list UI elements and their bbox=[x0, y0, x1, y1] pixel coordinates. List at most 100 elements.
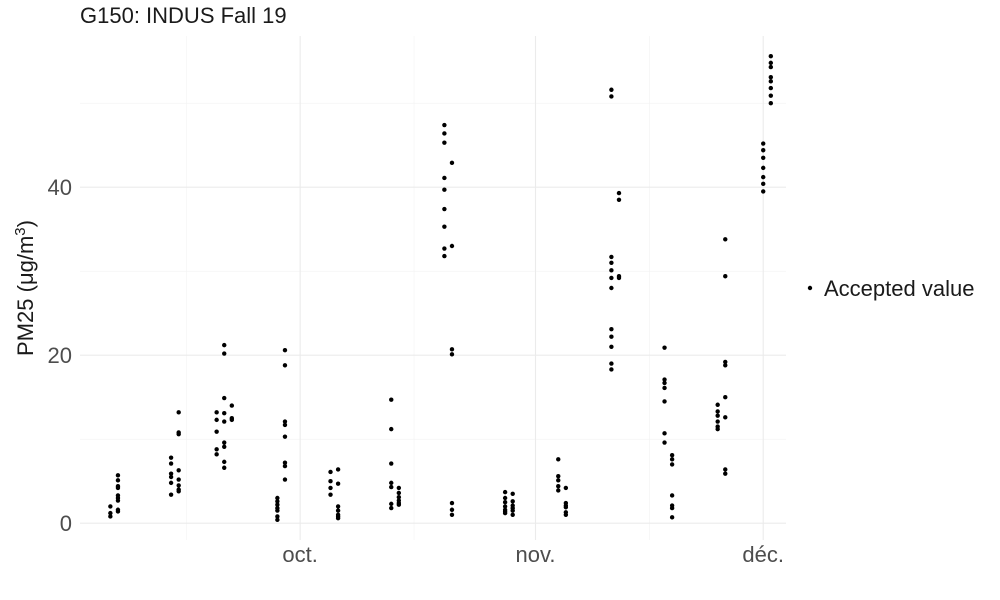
data-point bbox=[389, 426, 394, 432]
data-point bbox=[662, 345, 667, 350]
data-point bbox=[616, 190, 622, 196]
y-tick-label: 40 bbox=[48, 175, 72, 200]
y-axis-label-end: ) bbox=[13, 220, 38, 227]
data-point bbox=[449, 347, 455, 352]
data-point bbox=[669, 457, 675, 462]
data-point bbox=[761, 155, 766, 160]
x-tick-label: oct. bbox=[282, 542, 317, 567]
data-point bbox=[723, 359, 728, 365]
data-point bbox=[449, 507, 455, 512]
legend-key bbox=[807, 285, 813, 291]
data-point bbox=[328, 485, 333, 491]
data-point bbox=[502, 500, 508, 505]
data-point bbox=[510, 512, 515, 517]
data-point bbox=[563, 503, 569, 508]
data-point bbox=[723, 467, 728, 472]
data-point bbox=[108, 510, 113, 516]
data-point bbox=[449, 352, 455, 357]
data-point bbox=[609, 367, 614, 372]
data-point bbox=[609, 334, 614, 339]
data-point bbox=[761, 174, 766, 180]
data-point bbox=[275, 505, 280, 511]
data-point bbox=[115, 478, 121, 483]
data-point bbox=[669, 515, 675, 520]
data-point bbox=[768, 74, 774, 80]
data-point bbox=[510, 491, 515, 496]
data-point bbox=[275, 499, 280, 504]
data-point bbox=[168, 455, 174, 460]
x-tick-label: déc. bbox=[742, 542, 784, 567]
y-axis-ticks: 0 20 40 bbox=[48, 175, 72, 536]
data-point bbox=[335, 514, 341, 519]
data-point bbox=[389, 461, 394, 466]
data-point bbox=[229, 403, 235, 408]
y-axis-label-superscript: 3 bbox=[12, 227, 29, 235]
data-point bbox=[669, 493, 675, 498]
data-point bbox=[502, 489, 508, 495]
data-point bbox=[449, 243, 455, 249]
data-point bbox=[715, 409, 720, 414]
data-point bbox=[222, 351, 227, 356]
data-point bbox=[609, 260, 614, 265]
data-point bbox=[556, 488, 561, 493]
data-point bbox=[609, 344, 614, 349]
data-point bbox=[389, 505, 394, 511]
data-point bbox=[176, 477, 181, 482]
data-point bbox=[723, 274, 728, 279]
data-point bbox=[502, 509, 508, 514]
legend-label: Accepted value bbox=[824, 276, 974, 301]
data-point bbox=[768, 85, 774, 91]
data-point bbox=[616, 275, 622, 281]
data-point bbox=[715, 413, 720, 418]
data-point bbox=[335, 481, 341, 486]
data-point bbox=[449, 512, 455, 517]
data-point bbox=[282, 419, 288, 424]
y-axis-label: PM25 (μg/m3) bbox=[12, 220, 38, 356]
data-point bbox=[768, 60, 774, 66]
data-point bbox=[389, 484, 394, 490]
data-point bbox=[389, 397, 394, 402]
data-point bbox=[442, 246, 447, 251]
data-point bbox=[768, 93, 774, 98]
x-axis-ticks: oct. nov. déc. bbox=[282, 542, 784, 567]
data-point bbox=[563, 485, 569, 491]
data-point bbox=[723, 415, 728, 420]
data-point bbox=[510, 505, 515, 511]
data-point bbox=[222, 465, 227, 470]
data-point bbox=[662, 440, 667, 445]
data-point bbox=[222, 444, 227, 449]
data-point bbox=[510, 499, 515, 504]
data-point bbox=[715, 426, 720, 432]
data-point bbox=[609, 268, 614, 273]
data-point bbox=[761, 165, 766, 171]
data-point bbox=[396, 485, 402, 491]
data-point bbox=[768, 64, 774, 70]
data-point bbox=[761, 181, 766, 187]
data-point bbox=[396, 494, 402, 500]
data-point bbox=[449, 160, 455, 166]
data-point bbox=[108, 514, 113, 519]
data-point bbox=[609, 275, 614, 281]
data-point bbox=[282, 460, 288, 465]
data-point bbox=[442, 175, 447, 181]
data-point bbox=[222, 410, 227, 416]
data-point bbox=[275, 495, 280, 501]
data-point bbox=[222, 342, 227, 348]
data-point bbox=[214, 410, 219, 415]
data-point bbox=[282, 434, 288, 439]
data-point bbox=[396, 500, 402, 506]
data-point bbox=[176, 430, 181, 435]
data-point bbox=[168, 474, 174, 480]
data-point bbox=[229, 417, 235, 423]
data-point bbox=[723, 363, 728, 368]
data-point bbox=[168, 471, 174, 476]
data-point bbox=[662, 431, 667, 436]
data-point bbox=[768, 53, 774, 59]
x-tick-label: nov. bbox=[516, 542, 556, 567]
data-point bbox=[168, 461, 174, 466]
data-point bbox=[282, 477, 288, 482]
data-point bbox=[442, 206, 447, 212]
data-point bbox=[275, 517, 280, 523]
data-point bbox=[761, 148, 766, 153]
data-point bbox=[282, 463, 288, 469]
